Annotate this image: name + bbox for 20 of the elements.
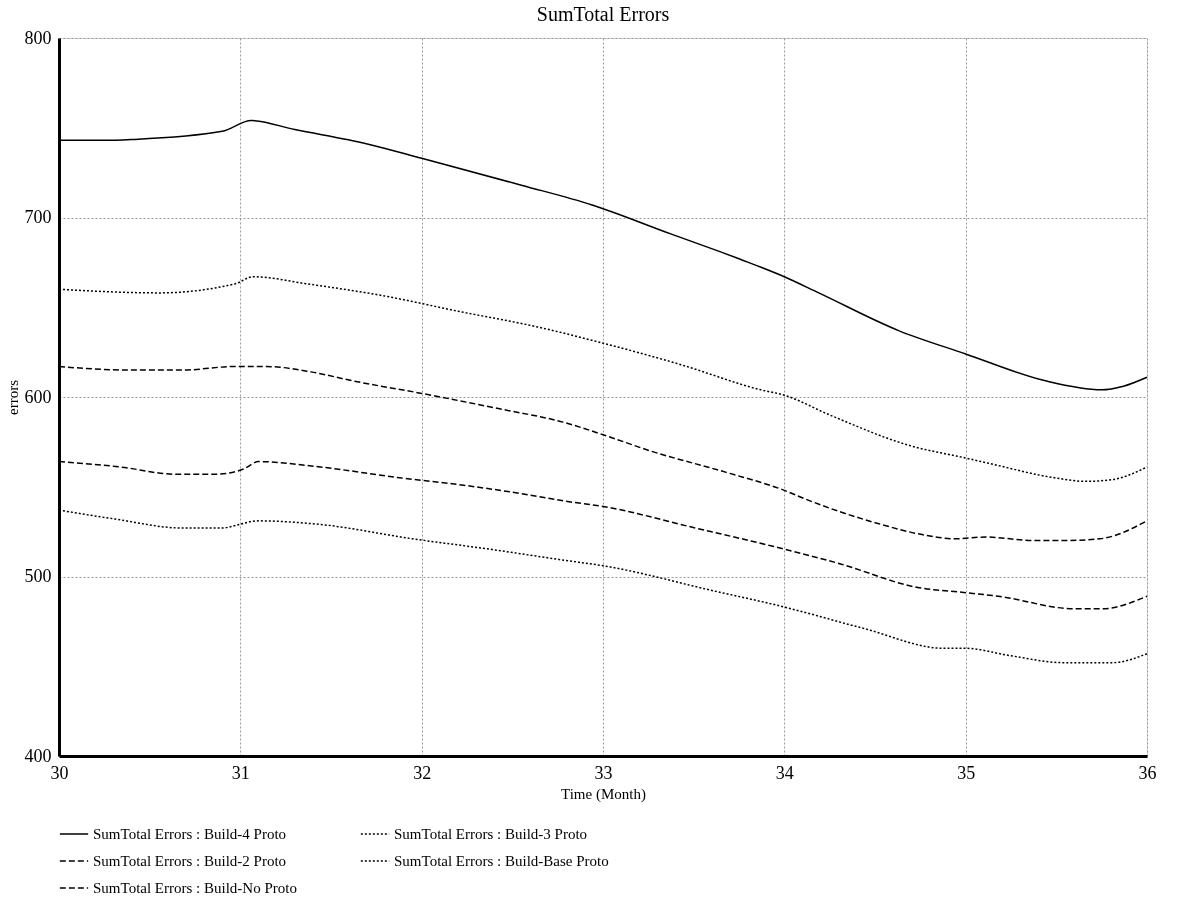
x-tick-label: 36: [1138, 762, 1157, 783]
legend-label: SumTotal Errors : Build-4 Proto: [93, 826, 287, 842]
y-tick-label: 700: [24, 207, 52, 227]
legend-label: SumTotal Errors : Build-No Proto: [93, 880, 297, 896]
x-axis-title: Time (Month): [561, 785, 646, 803]
y-tick-label: 800: [24, 27, 52, 48]
legend-label: SumTotal Errors : Build-Base Proto: [394, 853, 609, 869]
legend-label: SumTotal Errors : Build-2 Proto: [93, 853, 287, 869]
y-axis-title: errors: [4, 379, 21, 415]
x-tick-label: 30: [50, 762, 69, 783]
x-tick-label: 31: [231, 762, 250, 783]
x-tick-label: 33: [594, 762, 613, 783]
x-tick-label: 34: [775, 762, 794, 783]
y-tick-label: 400: [24, 745, 52, 766]
y-tick-label: 500: [24, 566, 52, 586]
x-tick-label: 35: [957, 762, 976, 783]
x-tick-label: 32: [413, 762, 432, 783]
y-tick-label: 600: [24, 386, 52, 407]
legend-label: SumTotal Errors : Build-3 Proto: [394, 826, 588, 842]
chart-title: SumTotal Errors: [536, 3, 670, 25]
